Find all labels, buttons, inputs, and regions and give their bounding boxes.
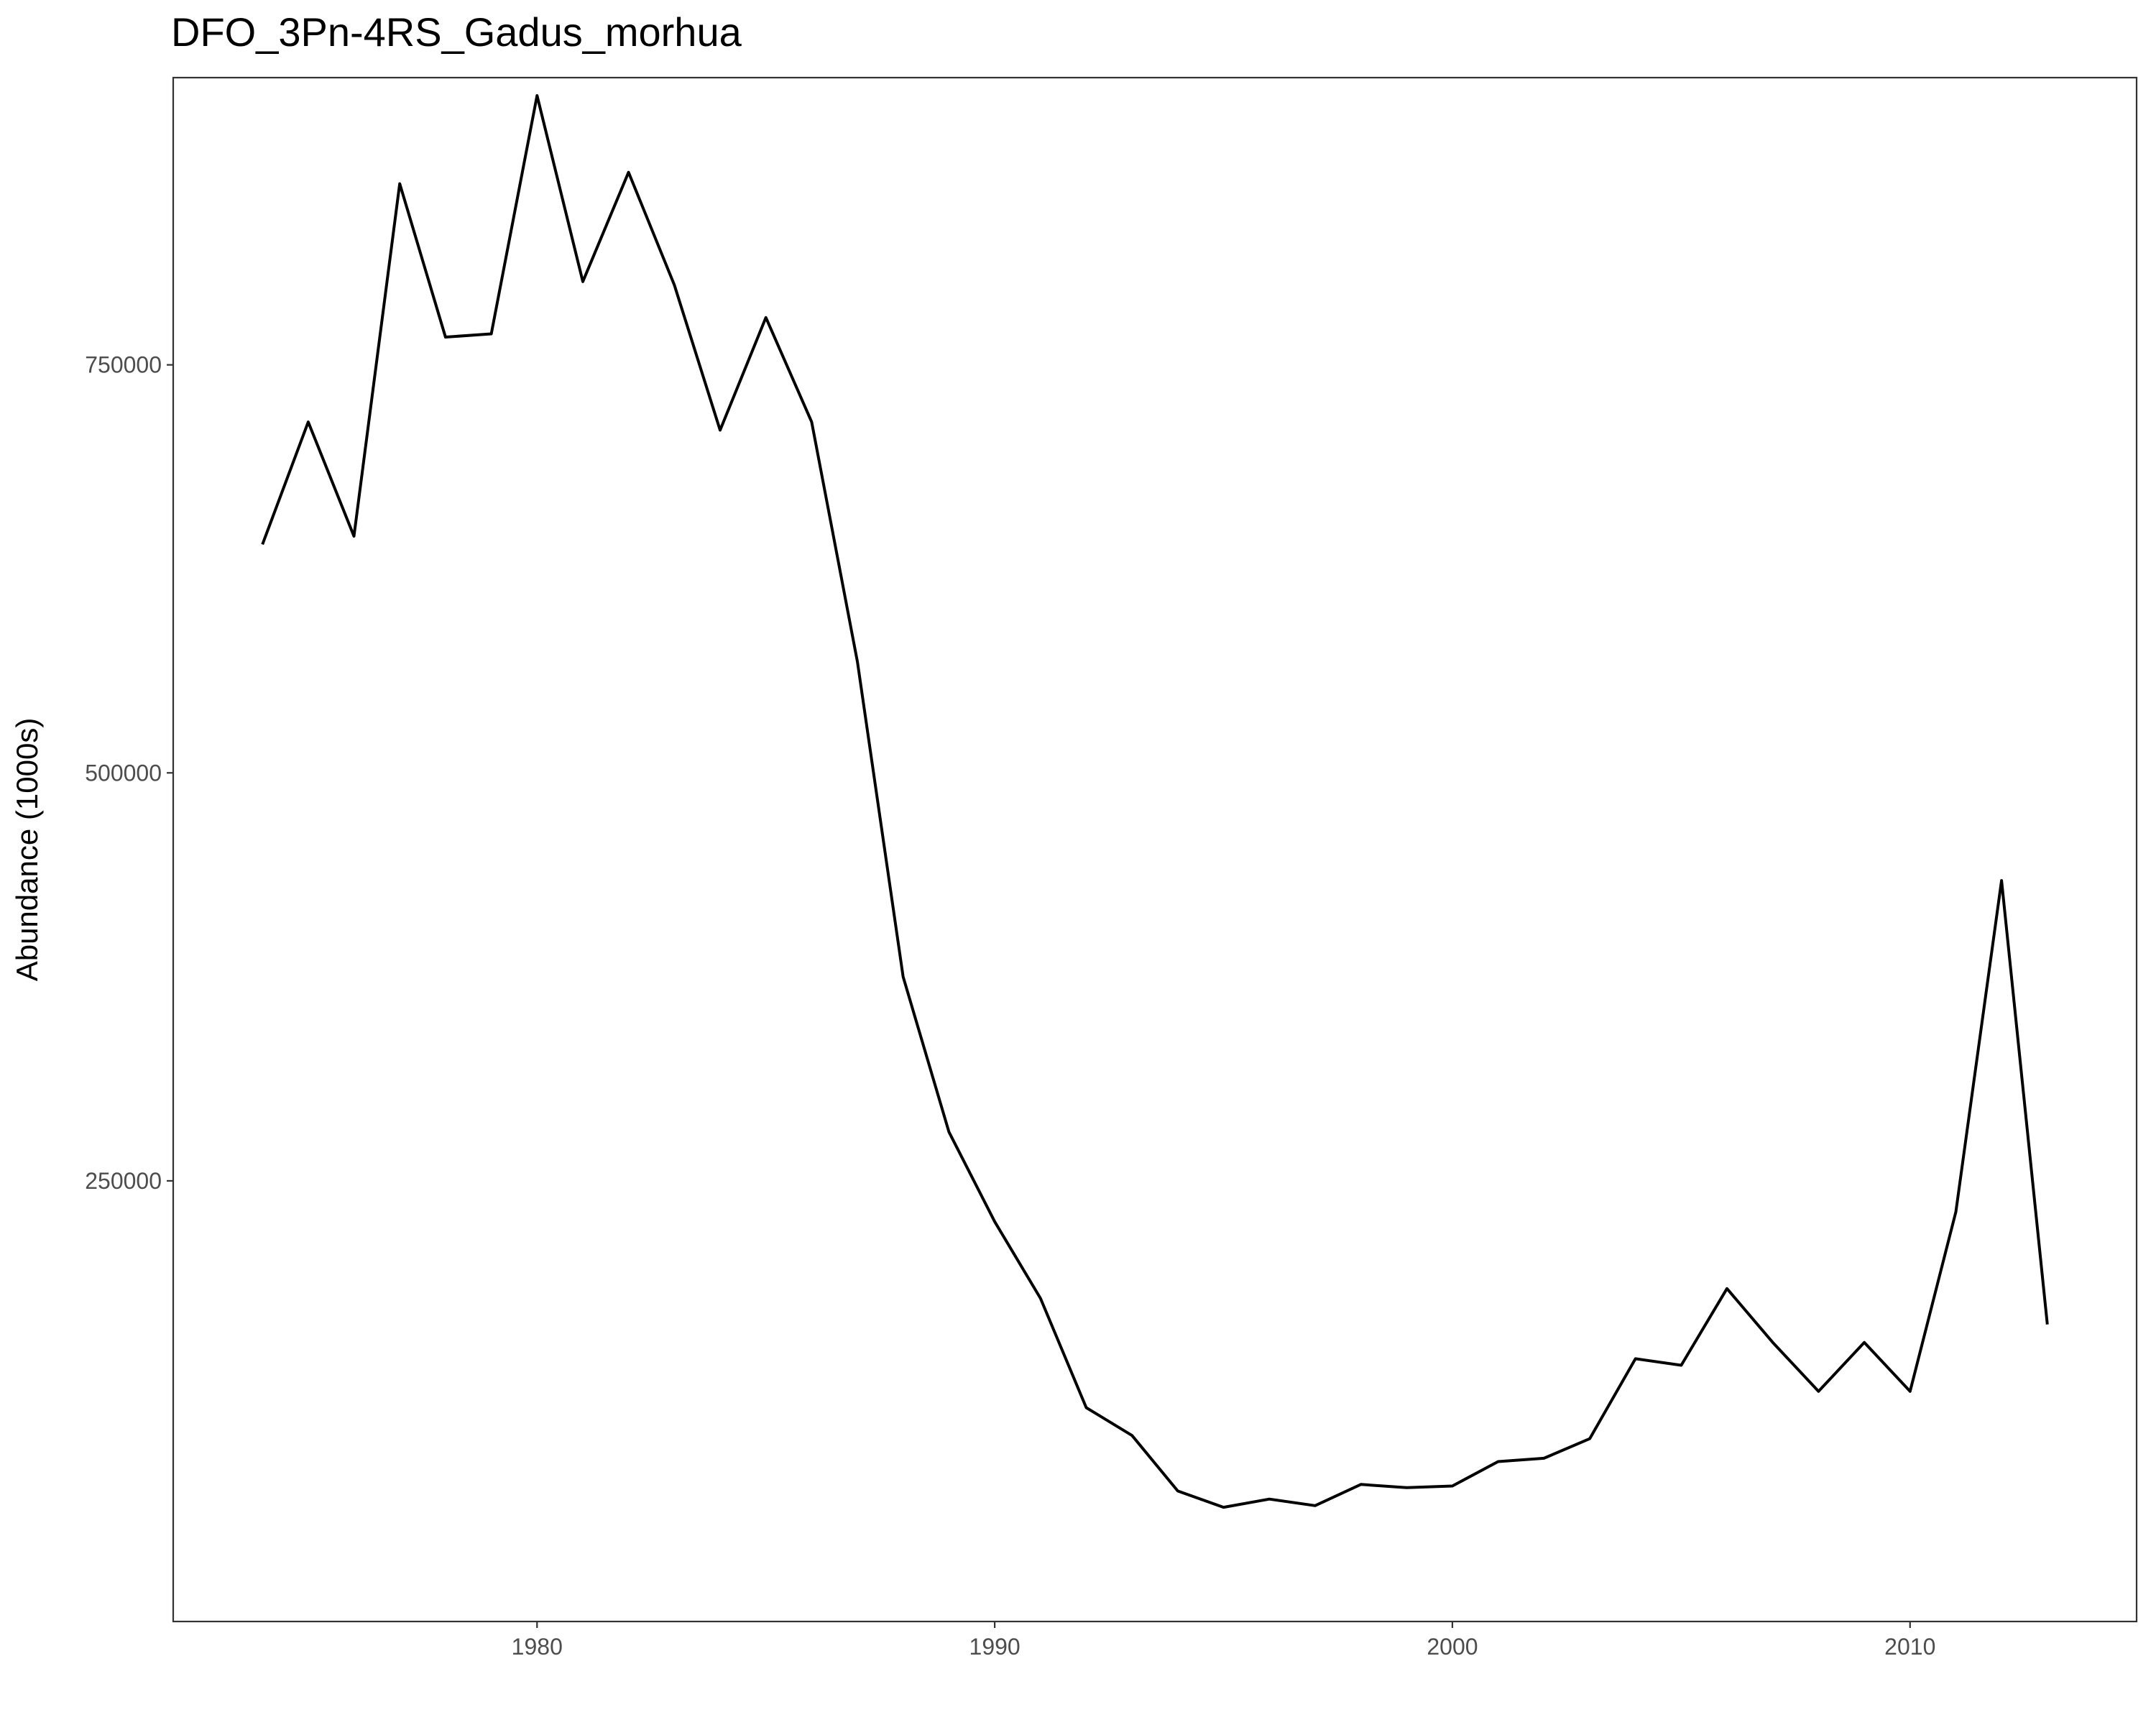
x-tick-label: 1980 (512, 1634, 563, 1660)
series-layer (261, 94, 2049, 1509)
series-line (261, 94, 2049, 1509)
x-tick-label: 2000 (1427, 1634, 1478, 1660)
y-tick-label: 250000 (85, 1168, 162, 1194)
x-tick-label: 2010 (1884, 1634, 1935, 1660)
chart-title: DFO_3Pn-4RS_Gadus_morhua (171, 9, 742, 55)
y-axis: 250000 500000 750000 (85, 352, 173, 1194)
plot-panel (172, 76, 2138, 1623)
y-tick-label: 500000 (85, 760, 162, 786)
y-tick-label: 750000 (85, 352, 162, 378)
y-axis-title: Abundance (1000s) (10, 718, 44, 982)
x-axis: 1980 1990 2000 2010 (512, 1622, 1935, 1660)
x-tick-label: 1990 (969, 1634, 1021, 1660)
